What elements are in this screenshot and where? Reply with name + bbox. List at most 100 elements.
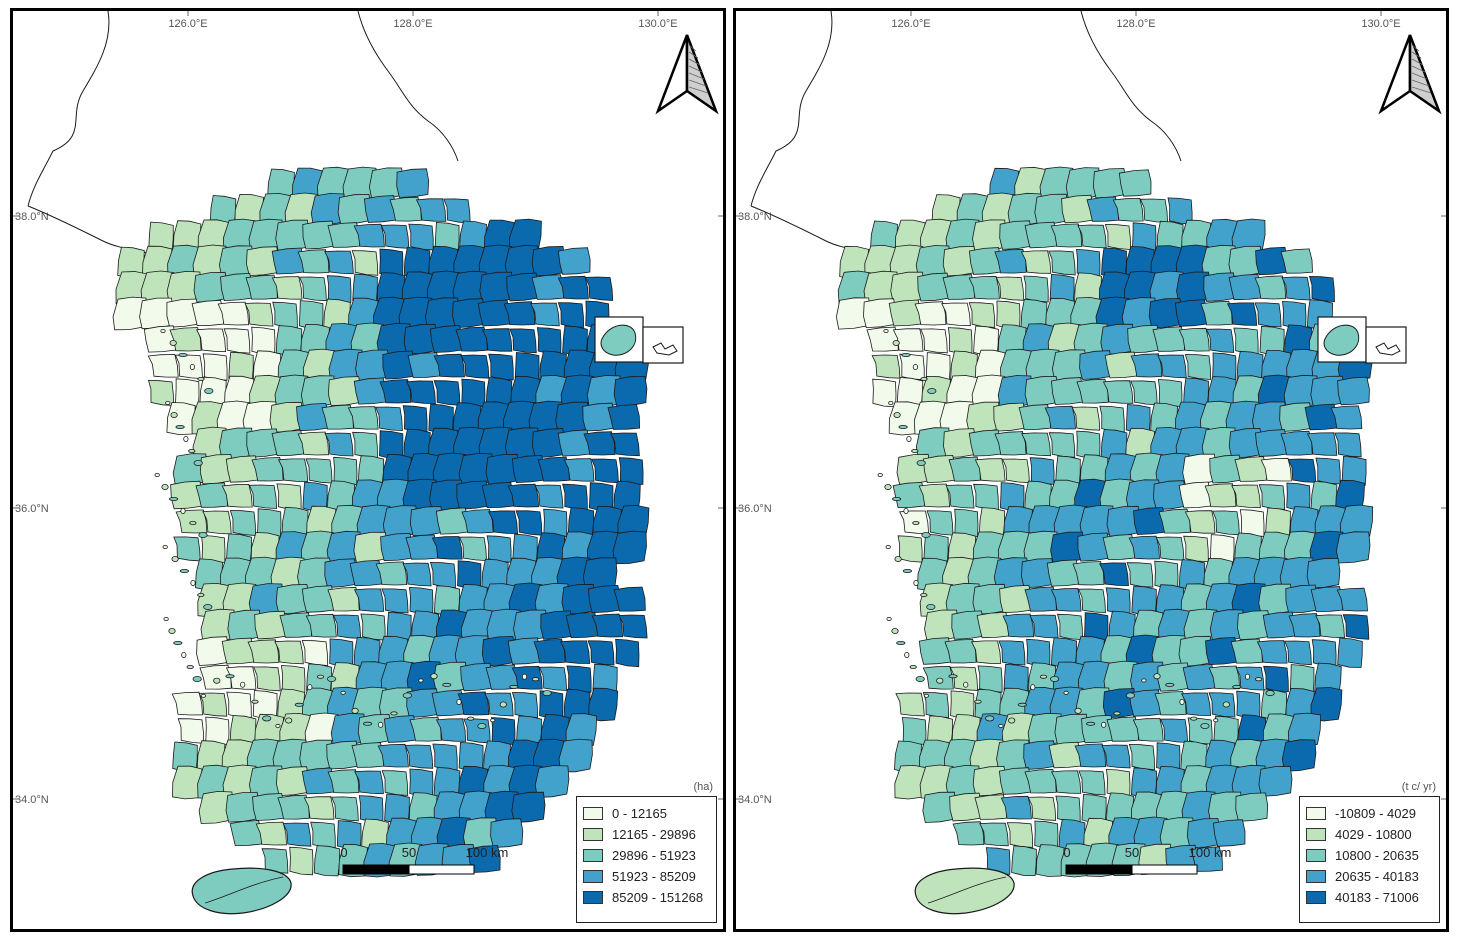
longitude-label: 130.0°E: [638, 18, 677, 30]
district-region: [945, 484, 975, 509]
island: [181, 652, 187, 659]
district-region: [299, 276, 327, 302]
district-region: [1208, 692, 1236, 718]
district-region: [1050, 588, 1082, 612]
district-region: [533, 638, 566, 664]
legend-swatch: [1306, 849, 1326, 862]
legend-label: -10809 - 4029: [1335, 806, 1416, 821]
island: [183, 435, 189, 442]
district-region: [1208, 665, 1241, 690]
district-region: [1212, 510, 1240, 536]
legend-swatch: [583, 891, 603, 904]
island: [340, 690, 346, 695]
inset-frame: [1365, 326, 1407, 364]
district-region: [408, 223, 434, 251]
island: [418, 678, 424, 683]
legend: 0 - 12165 12165 - 29896 29896 - 51923 51…: [576, 796, 717, 923]
district-region: [1023, 275, 1049, 303]
district-region: [1071, 406, 1101, 431]
district-region: [565, 713, 598, 748]
district-region: [610, 432, 640, 457]
island: [531, 677, 540, 682]
district-region: [922, 665, 954, 690]
latitude-label: 36.0°N: [15, 503, 49, 515]
district-region: [279, 612, 312, 638]
legend-item: 40183 - 71006: [1306, 887, 1439, 908]
district-region: [1310, 687, 1343, 722]
island: [1265, 690, 1275, 697]
district-region: [1341, 455, 1367, 486]
island: [921, 532, 931, 539]
district-region: [954, 508, 979, 538]
district-region: [1231, 484, 1261, 509]
district-region: [282, 822, 312, 847]
district-region: [994, 248, 1027, 274]
island: [490, 718, 496, 723]
district-region: [970, 640, 1002, 664]
island: [442, 682, 452, 687]
district-region: [303, 796, 335, 820]
district-region: [353, 223, 385, 248]
district-region: [974, 458, 1006, 482]
district-region: [1342, 614, 1370, 640]
island: [896, 641, 906, 646]
district-region: [406, 380, 436, 405]
district-region: [261, 848, 289, 874]
district-region: [1101, 744, 1131, 769]
island: [316, 674, 325, 679]
scale-bar-label: 50: [1125, 845, 1139, 860]
district-region: [333, 456, 358, 486]
legend-label: 51923 - 85209: [612, 869, 696, 884]
district-region: [1334, 432, 1362, 458]
north-arrow-left: [1378, 34, 1412, 115]
district-region: [1027, 796, 1057, 821]
district-region: [1315, 614, 1345, 639]
island: [1153, 673, 1161, 680]
district-region: [1230, 638, 1263, 664]
district-region: [1159, 718, 1189, 743]
district-region: [538, 666, 568, 691]
district-region: [491, 717, 516, 745]
district-region: [1308, 275, 1335, 303]
district-region: [1074, 743, 1107, 768]
district-region: [457, 691, 490, 716]
district-region: [248, 484, 278, 509]
district-region: [973, 483, 999, 511]
district-region: [998, 640, 1026, 666]
district-region: [490, 818, 524, 848]
district-region: [1076, 378, 1109, 404]
district-region: [274, 640, 304, 665]
island: [186, 665, 194, 670]
district-region: [968, 302, 996, 328]
district-region: [1006, 822, 1034, 848]
district-region: [331, 796, 359, 822]
north-arrow-right: [685, 34, 719, 115]
district-region: [435, 718, 467, 742]
district-region: [305, 613, 337, 638]
island: [1254, 677, 1263, 682]
district-region: [321, 404, 354, 430]
island: [1039, 674, 1048, 679]
district-region: [171, 691, 203, 716]
island: [911, 448, 919, 453]
district-region: [1020, 250, 1052, 274]
district-region: [1204, 483, 1237, 508]
district-region: [251, 456, 284, 482]
island: [1222, 701, 1230, 708]
district-region: [229, 510, 257, 536]
island: [892, 339, 900, 346]
district-region: [607, 404, 641, 430]
north-arrow-left: [655, 34, 689, 115]
coastal-islands: [877, 328, 1275, 730]
district-region: [511, 692, 539, 718]
scale-bar-segment: [1065, 864, 1133, 875]
district-region: [941, 302, 971, 327]
island: [197, 376, 205, 381]
district-region: [1130, 353, 1163, 378]
scale-bar-label: 0: [1063, 845, 1070, 860]
island: [477, 723, 487, 730]
district-region: [199, 664, 232, 690]
scale-bar: 0 50 100 km: [1063, 845, 1231, 875]
island: [1063, 690, 1069, 695]
district-region: [613, 375, 648, 407]
